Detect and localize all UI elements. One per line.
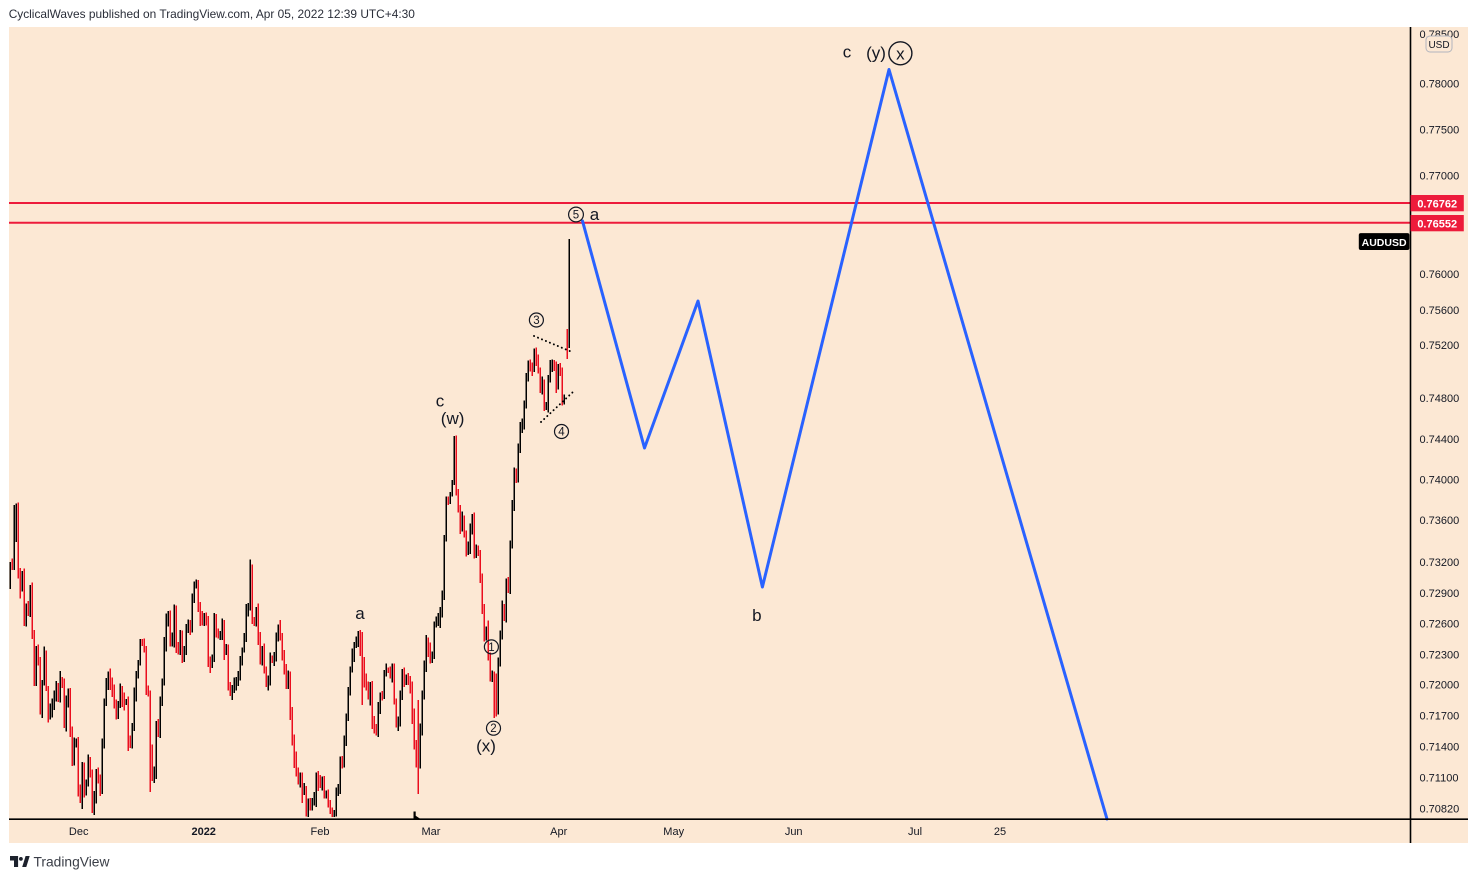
svg-text:0.73200: 0.73200 bbox=[1420, 557, 1460, 569]
svg-text:a: a bbox=[590, 205, 600, 224]
svg-text:25: 25 bbox=[994, 826, 1006, 838]
svg-text:0.77500: 0.77500 bbox=[1420, 125, 1460, 137]
svg-text:(y): (y) bbox=[866, 44, 886, 63]
svg-text:0.75600: 0.75600 bbox=[1420, 305, 1460, 317]
svg-text:0.78000: 0.78000 bbox=[1420, 78, 1460, 90]
svg-text:0.72300: 0.72300 bbox=[1420, 649, 1460, 661]
svg-text:(x): (x) bbox=[476, 737, 496, 756]
svg-text:0.74800: 0.74800 bbox=[1420, 393, 1460, 405]
svg-text:3: 3 bbox=[533, 315, 539, 327]
svg-text:2022: 2022 bbox=[191, 826, 215, 838]
svg-text:2: 2 bbox=[490, 723, 496, 735]
svg-text:AUDUSD: AUDUSD bbox=[1362, 237, 1407, 249]
svg-text:c: c bbox=[436, 392, 445, 411]
svg-text:0.72600: 0.72600 bbox=[1420, 618, 1460, 630]
svg-text:a: a bbox=[355, 604, 365, 623]
svg-text:0.71100: 0.71100 bbox=[1420, 773, 1459, 785]
svg-text:0.74000: 0.74000 bbox=[1420, 475, 1460, 487]
svg-text:5: 5 bbox=[573, 210, 579, 222]
svg-text:0.71700: 0.71700 bbox=[1420, 711, 1460, 723]
svg-text:May: May bbox=[663, 826, 684, 838]
svg-text:TradingView: TradingView bbox=[34, 855, 110, 870]
svg-text:0.70820: 0.70820 bbox=[1420, 804, 1460, 816]
svg-text:0.77000: 0.77000 bbox=[1420, 171, 1460, 183]
svg-text:Apr: Apr bbox=[550, 826, 567, 838]
svg-text:c: c bbox=[843, 43, 852, 62]
svg-text:Jul: Jul bbox=[908, 826, 922, 838]
svg-text:0.72000: 0.72000 bbox=[1420, 680, 1460, 692]
svg-text:Feb: Feb bbox=[311, 826, 330, 838]
svg-text:Dec: Dec bbox=[69, 826, 89, 838]
svg-text:(w): (w) bbox=[441, 409, 465, 428]
svg-text:0.76552: 0.76552 bbox=[1417, 218, 1457, 230]
svg-text:b: b bbox=[752, 606, 761, 625]
svg-text:0.71400: 0.71400 bbox=[1420, 742, 1460, 754]
svg-text:0.75200: 0.75200 bbox=[1420, 340, 1460, 352]
svg-text:Mar: Mar bbox=[422, 826, 441, 838]
svg-text:0.72900: 0.72900 bbox=[1420, 588, 1460, 600]
svg-text:x: x bbox=[896, 44, 905, 63]
svg-text:0.76762: 0.76762 bbox=[1417, 198, 1457, 210]
svg-text:Jun: Jun bbox=[785, 826, 803, 838]
svg-text:0.74400: 0.74400 bbox=[1420, 434, 1460, 446]
svg-text:0.73600: 0.73600 bbox=[1420, 515, 1460, 527]
svg-text:USD: USD bbox=[1428, 40, 1449, 51]
svg-text:1: 1 bbox=[488, 642, 494, 654]
svg-text:4: 4 bbox=[558, 427, 565, 439]
svg-text:0.76000: 0.76000 bbox=[1420, 269, 1460, 281]
svg-text:CyclicalWaves published on Tra: CyclicalWaves published on TradingView.c… bbox=[9, 7, 416, 21]
